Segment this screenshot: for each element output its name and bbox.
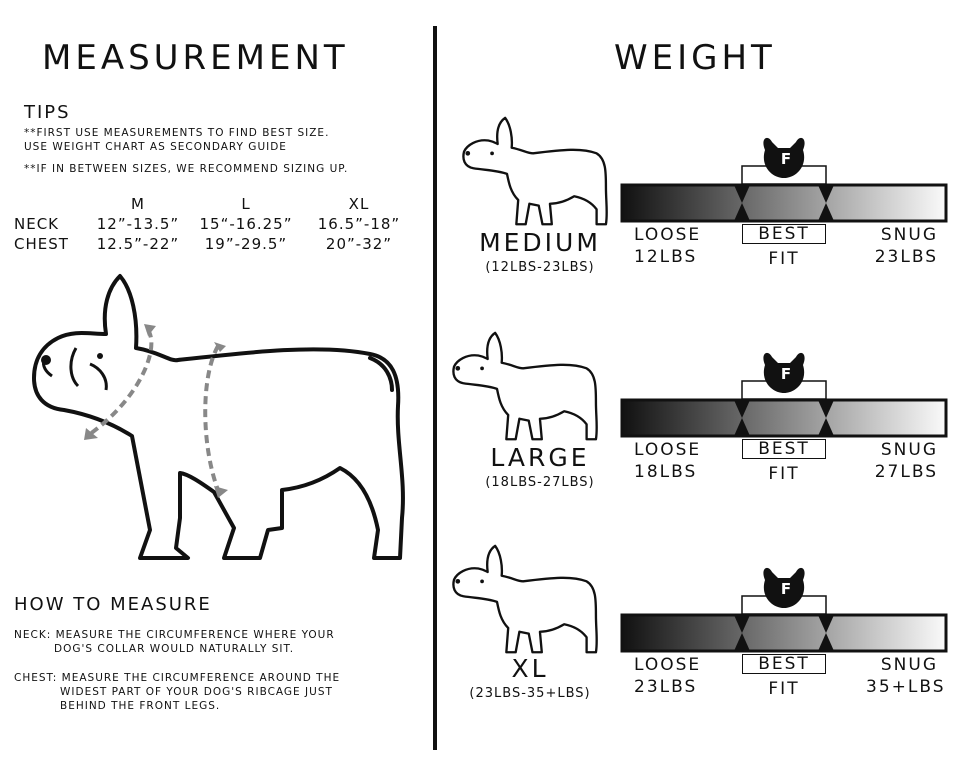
snug-text: SNUG (880, 655, 938, 675)
chest-l: 19”-29.5” (204, 235, 288, 253)
snug-label: SNUG 23LBS (866, 224, 938, 268)
snug-weight: 27LBS (874, 462, 938, 482)
size-medium-section: MEDIUM (12LBS-23LBS) LOOSE 12LBS BEST FI… (450, 110, 950, 290)
fit-label: FIT (768, 249, 800, 269)
dog-xl-icon (450, 544, 600, 656)
chest-m: 12.5”-22” (96, 235, 180, 253)
size-table: M L XL NECK 12”-13.5” 15“-16.25” 16.5”-1… (0, 195, 430, 255)
col-xl: XL (348, 195, 370, 213)
how-to-measure-heading: HOW TO MEASURE (14, 594, 212, 615)
chest-instruction-line1: CHEST: MEASURE THE CIRCUMFERENCE AROUND … (14, 672, 341, 684)
col-m: M (131, 195, 145, 213)
neck-instruction-line1: NECK: MEASURE THE CIRCUMFERENCE WHERE YO… (14, 629, 335, 641)
badge-f-large: F (780, 365, 792, 383)
snug-weight: 35+LBS (866, 677, 946, 697)
neck-l: 15“-16.25” (199, 215, 293, 233)
size-name: XL (511, 654, 549, 683)
loose-weight: 12LBS (634, 247, 698, 267)
measure-dog-illustration (32, 274, 405, 560)
neck-xl: 16.5”-18” (317, 215, 401, 233)
loose-weight: 23LBS (634, 677, 698, 697)
loose-text: LOOSE (634, 655, 702, 675)
fit-scale-bar (620, 352, 948, 438)
fit-label: FIT (768, 679, 800, 699)
row-chest-label: CHEST (14, 235, 69, 253)
tip-sizing-up: **IF IN BETWEEN SIZES, WE RECOMMEND SIZI… (24, 163, 349, 175)
neck-instruction-line2: DOG'S COLLAR WOULD NATURALLY SIT. (54, 643, 295, 655)
chest-instruction-line3: BEHIND THE FRONT LEGS. (60, 700, 221, 712)
loose-label: LOOSE 12LBS (634, 224, 701, 268)
loose-weight: 18LBS (634, 462, 698, 482)
tip-first: **FIRST USE MEASUREMENTS TO FIND BEST SI… (24, 126, 329, 154)
row-neck-label: NECK (14, 215, 60, 233)
size-range: (12LBS-23LBS) (485, 260, 595, 275)
chest-instruction-line2: WIDEST PART OF YOUR DOG'S RIBCAGE JUST (60, 686, 333, 698)
size-xl-section: XL (23LBS-35+LBS) LOOSE 23LBS BEST FIT S… (450, 540, 950, 720)
weight-title: WEIGHT (614, 38, 776, 78)
size-name: LARGE (490, 443, 590, 472)
fit-scale-bar (620, 567, 948, 653)
loose-label: LOOSE 18LBS (634, 439, 701, 483)
tips-heading: TIPS (24, 102, 71, 123)
col-l: L (241, 195, 251, 213)
best-box: BEST (742, 224, 826, 244)
neck-m: 12”-13.5” (96, 215, 180, 233)
tip-first-line1: **FIRST USE MEASUREMENTS TO FIND BEST SI… (24, 127, 330, 139)
snug-weight: 23LBS (874, 247, 938, 267)
loose-label: LOOSE 23LBS (634, 654, 701, 698)
best-box: BEST (742, 654, 826, 674)
fit-scale-bar (620, 137, 948, 223)
chest-xl: 20”-32” (325, 235, 393, 253)
neck-instruction: NECK: MEASURE THE CIRCUMFERENCE WHERE YO… (14, 628, 335, 656)
snug-label: SNUG 35+LBS (866, 654, 946, 698)
badge-f-xl: F (780, 580, 792, 598)
snug-text: SNUG (880, 440, 938, 460)
tip-first-line2: USE WEIGHT CHART AS SECONDARY GUIDE (24, 141, 287, 153)
loose-text: LOOSE (634, 225, 702, 245)
size-large-section: LARGE (18LBS-27LBS) LOOSE 18LBS BEST FIT… (450, 325, 950, 505)
loose-text: LOOSE (634, 440, 702, 460)
size-name: MEDIUM (479, 228, 601, 257)
snug-text: SNUG (880, 225, 938, 245)
dog-large-icon (450, 331, 600, 443)
size-range: (18LBS-27LBS) (485, 475, 595, 490)
size-range: (23LBS-35+LBS) (469, 686, 591, 701)
chest-instruction: CHEST: MEASURE THE CIRCUMFERENCE AROUND … (14, 671, 340, 713)
snug-label: SNUG 27LBS (866, 439, 938, 483)
best-box: BEST (742, 439, 826, 459)
dog-medium-icon (460, 116, 610, 228)
fit-label: FIT (768, 464, 800, 484)
badge-f-medium: F (780, 150, 792, 168)
measurement-title: MEASUREMENT (42, 38, 349, 78)
column-divider (433, 26, 437, 750)
